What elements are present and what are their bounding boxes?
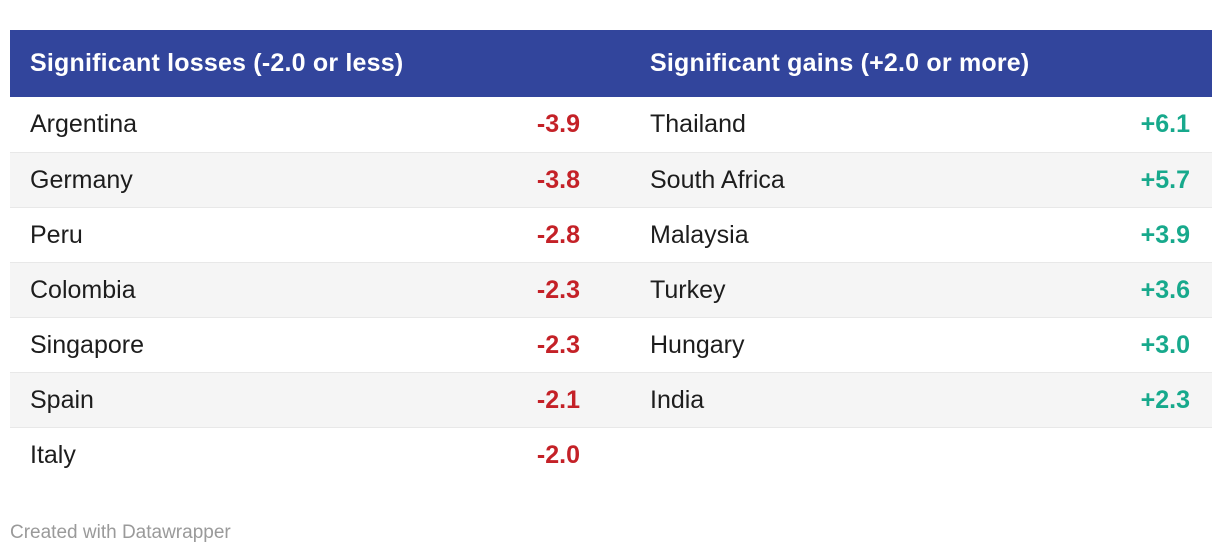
gain-value-cell: +3.0 xyxy=(1140,330,1190,359)
loss-country-cell: Spain xyxy=(30,385,94,414)
attribution: Created with Datawrapper xyxy=(10,522,231,543)
losses-column-header: Significant losses (-2.0 or less) xyxy=(30,49,404,77)
gain-country-cell: Malaysia xyxy=(650,220,749,249)
loss-value-cell: -3.9 xyxy=(536,110,580,138)
table-row: Peru -2.8 Malaysia +3.9 xyxy=(10,207,1212,262)
loss-country-cell: Colombia xyxy=(30,275,136,304)
loss-value-cell: -2.3 xyxy=(536,275,580,304)
table-row: Spain -2.1 India +2.3 xyxy=(10,372,1212,427)
gain-value-cell: +6.1 xyxy=(1140,110,1190,138)
loss-country-cell: Argentina xyxy=(30,110,138,138)
table-row: Colombia -2.3 Turkey +3.6 xyxy=(10,262,1212,317)
gain-country-cell: Turkey xyxy=(650,275,726,304)
table-body: Argentina -3.9 Thailand +6.1 Germany -3.8 Sout… xyxy=(10,97,1212,482)
table-row: Singapore -2.3 Hungary +3.0 xyxy=(10,317,1212,372)
loss-country-cell: Italy xyxy=(30,440,76,469)
gain-value-cell: +2.3 xyxy=(1140,385,1190,414)
loss-country-cell: Germany xyxy=(30,165,133,194)
loss-value-cell: -2.0 xyxy=(536,440,580,469)
gain-country-cell: Hungary xyxy=(650,330,745,359)
gain-value-cell: +3.6 xyxy=(1140,275,1190,304)
gain-value-cell: +3.9 xyxy=(1140,220,1190,249)
ranking-table: Significant losses (-2.0 or less) Signif… xyxy=(10,30,1212,482)
gain-country-cell: India xyxy=(650,385,705,414)
loss-value-cell: -2.1 xyxy=(536,385,580,414)
gain-value-cell: +5.7 xyxy=(1140,165,1190,194)
table-header: Significant losses (-2.0 or less) Signif… xyxy=(10,30,1212,97)
gain-country-cell: South Africa xyxy=(650,165,785,194)
loss-country-cell: Peru xyxy=(30,220,83,249)
table-row: Germany -3.8 South Africa +5.7 xyxy=(10,152,1212,207)
loss-value-cell: -3.8 xyxy=(536,165,580,194)
gains-column-header: Significant gains (+2.0 or more) xyxy=(650,49,1030,77)
loss-value-cell: -2.3 xyxy=(536,330,580,359)
loss-country-cell: Singapore xyxy=(30,330,144,359)
loss-value-cell: -2.8 xyxy=(536,220,580,249)
table-row: Argentina -3.9 Thailand +6.1 xyxy=(10,97,1212,152)
table-row: Italy -2.0 xyxy=(10,427,1212,482)
gain-country-cell: Thailand xyxy=(650,110,746,138)
